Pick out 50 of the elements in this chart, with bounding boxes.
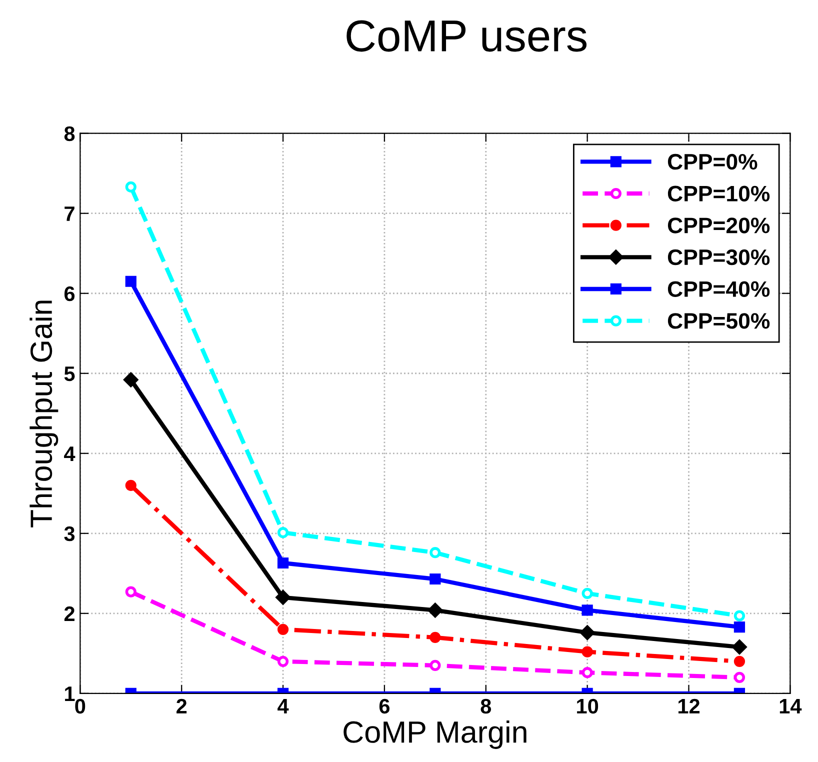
y-axis-title: Throughput Gain (30, 300, 58, 528)
point (734, 656, 746, 667)
legend-label: CPP=50% (668, 313, 770, 329)
point (430, 660, 441, 671)
point (734, 621, 746, 633)
y-tick-label: 1 (65, 686, 75, 701)
x-tick-label: 6 (379, 698, 390, 714)
x-tick-label: 2 (176, 698, 187, 714)
point (580, 625, 595, 640)
point (582, 667, 593, 678)
x-tick-label: 10 (577, 698, 598, 714)
point (734, 610, 746, 622)
point (582, 646, 593, 658)
point (276, 590, 290, 605)
y-tick-label: 7 (64, 206, 74, 221)
point (430, 632, 441, 643)
point (582, 588, 593, 599)
y-tick-label: 4 (64, 446, 76, 461)
legend-label: CPP=40% (668, 281, 770, 297)
y-tick-label: 8 (64, 126, 75, 142)
x-tick-label: 14 (780, 699, 802, 714)
legend-label: CPP=20% (668, 218, 770, 234)
point (428, 602, 442, 618)
point (125, 480, 136, 491)
y-tick-label: 2 (64, 606, 74, 621)
point (277, 656, 289, 667)
point (124, 372, 138, 388)
legend-label: CPP=10% (668, 186, 770, 202)
chart-title: CoMP users (346, 20, 587, 52)
point (277, 557, 289, 569)
x-tick-label: 12 (678, 698, 700, 714)
x-tick-label: 0 (75, 698, 86, 714)
point (125, 276, 136, 287)
legend-label: CPP=30% (668, 249, 770, 266)
x-tick-label: 8 (480, 698, 492, 714)
y-tick-label: 3 (64, 526, 75, 542)
y-tick-label: 6 (64, 286, 75, 302)
x-tick-label: 4 (278, 699, 289, 714)
point (125, 586, 136, 598)
point (277, 624, 289, 635)
point (430, 573, 441, 585)
point (732, 640, 747, 654)
point (277, 527, 289, 538)
point (582, 604, 593, 616)
point (125, 181, 136, 193)
legend-label: CPP=0% (668, 154, 758, 170)
x-axis-title: CoMP Margin (344, 720, 526, 749)
point (430, 547, 441, 558)
point (734, 672, 746, 683)
y-tick-label: 5 (64, 366, 75, 382)
